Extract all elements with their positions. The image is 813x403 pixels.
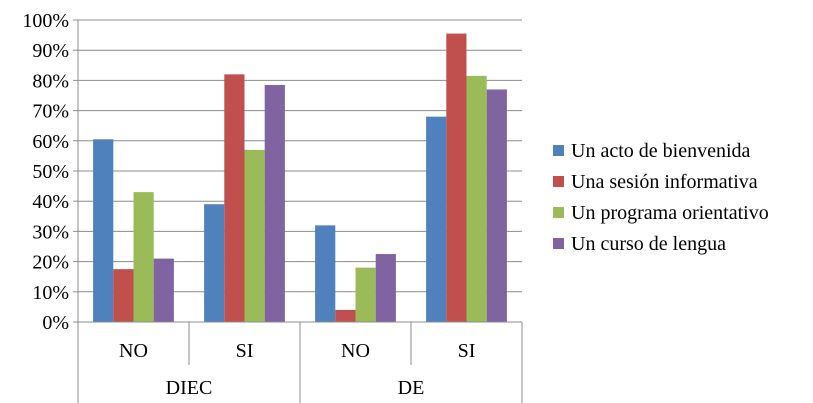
bar: [93, 139, 114, 322]
x-tick-label: SI: [236, 340, 254, 362]
bar: [315, 225, 336, 322]
legend-swatch: [553, 238, 564, 249]
y-tick-label: 100%: [22, 10, 69, 32]
legend-swatch: [553, 176, 564, 187]
y-tick-label: 50%: [32, 161, 69, 183]
bar: [446, 33, 467, 323]
bar: [133, 192, 154, 322]
x-group-label: DIEC: [166, 377, 213, 399]
x-tick-labels: NO SI NO SI DIEC DE: [119, 340, 475, 399]
y-tick-label: 30%: [32, 221, 69, 243]
bar: [335, 309, 356, 322]
legend-label: Un acto de bienvenida: [571, 140, 751, 162]
bar: [153, 258, 174, 322]
y-tick-label: 10%: [32, 282, 69, 304]
bar: [426, 116, 447, 322]
legend-label: Una sesión informativa: [571, 171, 758, 193]
y-tick-label: 70%: [32, 101, 69, 123]
y-tick-labels: 0% 10% 20% 30% 40% 50% 60% 70% 80% 90% 100%: [22, 10, 69, 334]
bar: [466, 75, 487, 323]
bar: [375, 254, 396, 322]
bars: [93, 33, 507, 323]
x-group-label: DE: [398, 377, 425, 399]
bar: [264, 84, 285, 323]
x-tick-label: NO: [119, 340, 148, 362]
y-tick-label: 40%: [32, 191, 69, 213]
bar: [224, 74, 245, 322]
y-tick-label: 20%: [32, 252, 69, 274]
axes: [73, 19, 523, 403]
y-tick-label: 0%: [42, 312, 69, 334]
x-tick-label: SI: [458, 340, 476, 362]
legend-swatch: [553, 207, 564, 218]
bar: [486, 89, 507, 323]
bar: [244, 149, 265, 322]
y-tick-label: 80%: [32, 70, 69, 92]
legend-label: Un curso de lengua: [571, 233, 726, 255]
legend-swatch: [553, 145, 564, 156]
bar: [204, 204, 225, 322]
legend-label: Un programa orientativo: [571, 202, 769, 224]
bar: [113, 269, 134, 322]
x-tick-label: NO: [341, 340, 370, 362]
y-tick-label: 90%: [32, 40, 69, 62]
y-tick-label: 60%: [32, 131, 69, 153]
bar: [355, 267, 376, 322]
